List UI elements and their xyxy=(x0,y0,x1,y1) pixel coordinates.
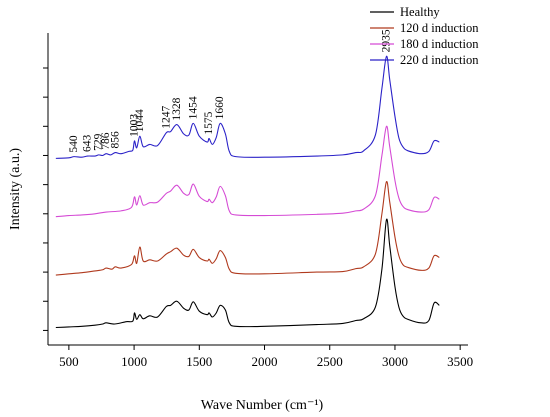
y-axis-title: Intensity (a.u.) xyxy=(8,148,23,230)
peak-label: 1328 xyxy=(171,97,183,120)
y-axis-ticks xyxy=(43,67,48,331)
legend-label: 120 d induction xyxy=(400,21,479,35)
x-axis-title: Wave Number (cm⁻¹) xyxy=(201,398,324,413)
series-line-1 xyxy=(55,218,440,329)
series-layer xyxy=(55,55,440,329)
x-tick-label: 1000 xyxy=(121,354,147,369)
peak-label: 540 xyxy=(68,135,80,153)
x-axis-ticks: 500 1000 1500 2000 2500 3000 3500 xyxy=(59,345,473,369)
legend: Healthy 120 d induction 180 d induction 220… xyxy=(370,5,479,67)
legend-label: 220 d induction xyxy=(400,53,479,67)
peak-label: 1003 xyxy=(128,114,140,137)
x-tick-label: 500 xyxy=(59,354,79,369)
series-line-2 xyxy=(55,181,440,276)
peak-label: 1044 xyxy=(134,109,146,132)
legend-label: 180 d induction xyxy=(400,37,479,51)
x-tick-label: 1500 xyxy=(186,354,212,369)
peak-label: 1247 xyxy=(160,105,172,128)
peak-label: 856 xyxy=(109,131,121,149)
series-line-4 xyxy=(55,55,440,159)
peak-label: 2935 xyxy=(380,29,392,52)
peak-label: 729 xyxy=(93,133,105,151)
x-tick-label: 2500 xyxy=(317,354,343,369)
peak-label: 786 xyxy=(100,132,112,150)
x-tick-label: 2000 xyxy=(252,354,278,369)
x-tick-label: 3000 xyxy=(382,354,408,369)
peak-label: 1660 xyxy=(214,96,226,119)
peak-label: 643 xyxy=(82,135,94,153)
peak-label: 1575 xyxy=(203,111,215,134)
series-line-3 xyxy=(55,125,440,218)
legend-label: Healthy xyxy=(400,5,440,19)
peak-label: 1454 xyxy=(187,96,199,119)
x-tick-label: 3500 xyxy=(447,354,473,369)
